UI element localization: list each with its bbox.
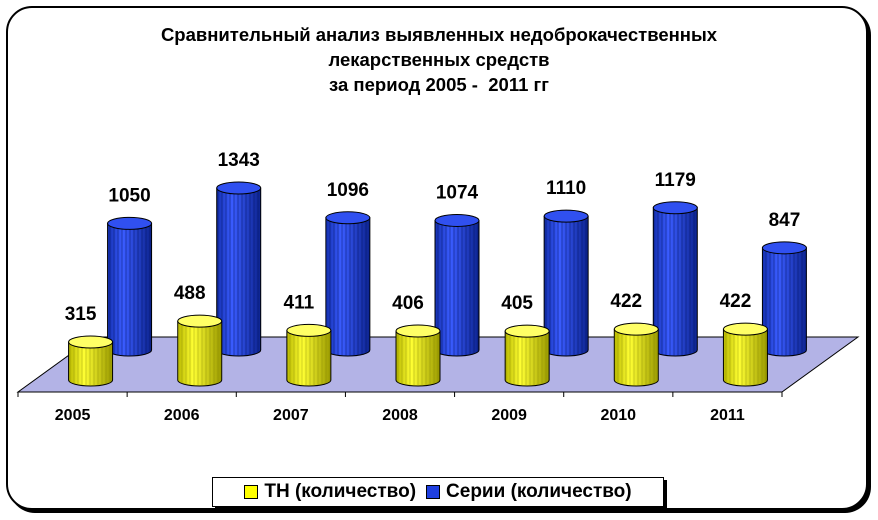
legend-swatch-tn	[244, 485, 259, 499]
chart-title: Сравнительный анализ выявленных недоброк…	[0, 22, 878, 97]
bar-series	[325, 211, 371, 357]
x-tick-label: 2007	[273, 407, 309, 424]
legend-item-series: Серии (количество)	[426, 481, 632, 503]
data-label-tn: 405	[501, 293, 533, 314]
bar-tn	[286, 323, 332, 387]
chart-title-line-2: лекарственных средств	[328, 49, 550, 70]
data-label-tn: 422	[720, 291, 752, 312]
data-label-tn: 406	[392, 293, 424, 314]
bar-series	[543, 209, 589, 357]
x-tick-label: 2011	[710, 407, 745, 424]
chart-title-line-1: Сравнительный анализ выявленных недоброк…	[160, 24, 718, 45]
data-label-tn: 488	[174, 283, 206, 304]
bar-tn	[722, 322, 768, 387]
bar-series	[434, 213, 480, 357]
x-tick-label: 2009	[491, 407, 527, 424]
bar-tn	[613, 322, 659, 387]
x-axis: 2005 2006 2007 2008 2009 2010 2011	[17, 391, 783, 424]
x-tick-label: 2008	[382, 407, 418, 424]
data-label-series: 1179	[655, 170, 696, 191]
x-tick-label: 2010	[600, 407, 636, 424]
bar-tn	[504, 324, 550, 387]
data-label-tn: 315	[65, 304, 97, 325]
bar-tn	[395, 324, 441, 387]
data-label-series: 1074	[436, 182, 479, 203]
x-tick-label: 2005	[55, 407, 91, 424]
data-label-tn: 411	[284, 292, 315, 313]
data-label-series: 1343	[218, 150, 260, 171]
bar-series	[216, 181, 262, 357]
data-label-series: 1050	[108, 185, 150, 206]
bar-series	[652, 201, 698, 357]
bar-tn	[177, 314, 223, 387]
legend-label-series: Серии (количество)	[446, 481, 632, 502]
data-labels: 1050 1343 1096 1074 1110 1179 847 315 488 411 406 4…	[65, 150, 801, 325]
legend-swatch-series	[426, 485, 441, 499]
legend: ТН (количество) Серии (количество)	[212, 477, 664, 507]
legend-item-tn: ТН (количество)	[244, 481, 416, 503]
legend-label-tn: ТН (количество)	[264, 481, 417, 502]
bars	[68, 181, 807, 387]
data-label-series: 1110	[546, 178, 586, 199]
data-label-series: 1096	[327, 180, 369, 201]
bar-series	[761, 241, 807, 357]
x-tick-label: 2006	[164, 407, 200, 424]
bar-series	[107, 216, 153, 357]
bar-tn	[68, 335, 114, 387]
data-label-tn: 422	[610, 291, 642, 312]
data-label-series: 847	[769, 210, 801, 231]
chart-title-line-3: за период 2005 - 2011 гг	[329, 74, 549, 95]
